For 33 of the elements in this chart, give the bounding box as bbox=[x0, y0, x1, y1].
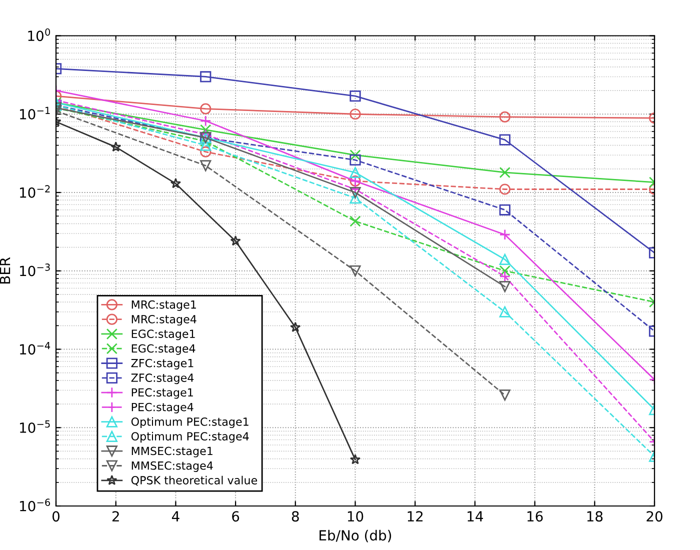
legend-label: MRC:stage1 bbox=[132, 300, 196, 311]
x-tick-label: 8 bbox=[292, 511, 299, 522]
x-tick-label: 4 bbox=[172, 511, 180, 522]
x-tick-label: 2 bbox=[112, 511, 119, 522]
x-tick-label: 16 bbox=[527, 511, 543, 522]
legend-label: Optimum PEC:stage4 bbox=[131, 432, 249, 443]
x-tick-label: 0 bbox=[52, 511, 60, 522]
y-tick-label: 10$^{−2}$ bbox=[20, 185, 50, 198]
y-tick-label: 10$^{−6}$ bbox=[20, 498, 50, 512]
legend-label: ZFC:stage1 bbox=[131, 358, 194, 370]
y-tick-label: 10$^{−1}$ bbox=[20, 106, 50, 120]
legend-label: PEC:stage1 bbox=[132, 388, 193, 399]
legend-label: PEC:stage4 bbox=[132, 402, 194, 414]
x-tick-label: 14 bbox=[468, 511, 484, 522]
legend-label: MMSEC:stage1 bbox=[132, 446, 212, 458]
x-tick-label: 18 bbox=[587, 511, 603, 522]
x-tick-label: 6 bbox=[232, 511, 240, 522]
x-tick-label: 12 bbox=[408, 511, 423, 522]
y-tick-label: 10$^{−5}$ bbox=[20, 420, 50, 434]
legend-label: ZFC:stage4 bbox=[131, 374, 194, 384]
legend-label: EGC:stage4 bbox=[132, 344, 196, 355]
legend-label: MMSEC:stage4 bbox=[132, 461, 213, 472]
legend-label: QPSK theoretical value bbox=[131, 476, 258, 486]
y-tick-label: 10$^{−3}$ bbox=[20, 264, 50, 276]
x-tick-label: 20 bbox=[646, 511, 662, 522]
legend-label: Optimum PEC:stage1 bbox=[131, 417, 248, 428]
x-axis-title: Eb/No (db) bbox=[320, 530, 392, 542]
legend-label: EGC:stage1 bbox=[132, 330, 195, 340]
y-tick-label: 10$^{−4}$ bbox=[20, 342, 50, 355]
y-tick-label: 10$^{0}$ bbox=[28, 28, 50, 42]
x-tick-label: 10 bbox=[348, 511, 364, 522]
legend-label: MRC:stage4 bbox=[132, 314, 196, 326]
y-axis-title: BER bbox=[0, 257, 10, 284]
